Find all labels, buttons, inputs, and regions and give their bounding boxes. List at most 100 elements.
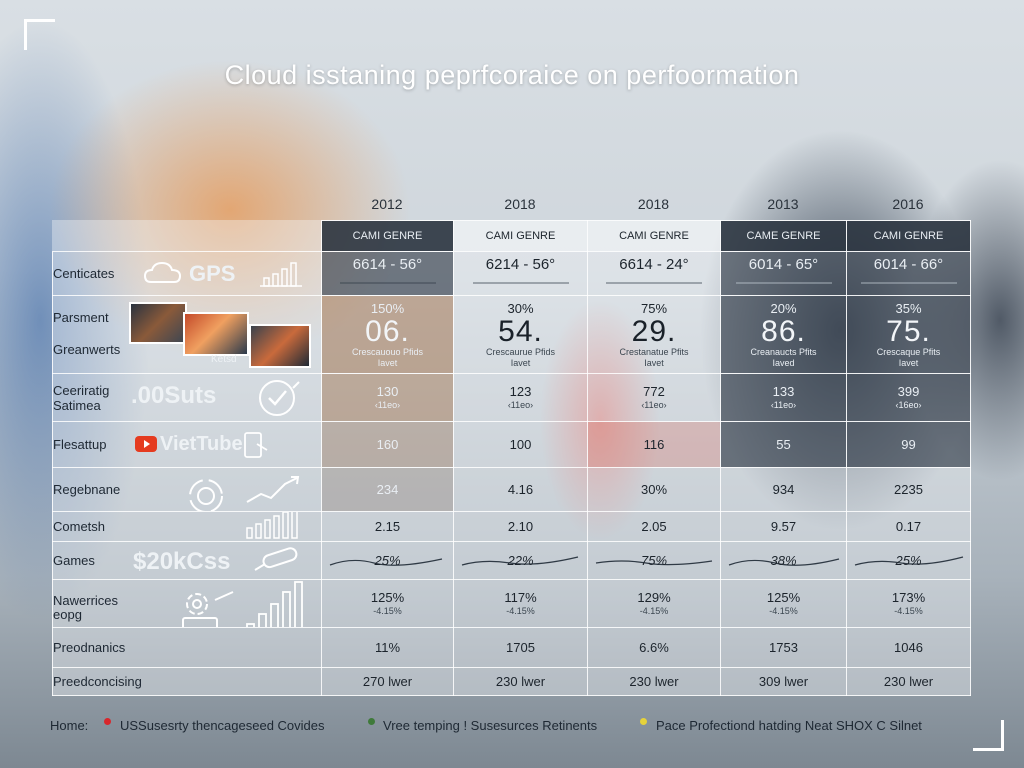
bar-chart-icon <box>246 512 298 539</box>
row-label-cell: Cometsh <box>52 511 322 542</box>
table-cell: 934 <box>720 467 847 512</box>
cell-top-value: 35% <box>895 300 922 316</box>
cell-value: 1046 <box>894 639 923 655</box>
table-cell: 130 ‹11eo› <box>321 373 454 422</box>
year-label: 2018 <box>504 196 536 212</box>
bar-chart-icon <box>260 262 302 287</box>
frame-corner-bottom-right <box>973 720 1004 751</box>
table-cell: 116 <box>587 421 721 468</box>
row-label-cell: Parsment Greanwerts Ketsd <box>52 295 322 374</box>
cell-value: 123 <box>509 384 532 399</box>
column-header: CAME GENRE <box>720 220 847 252</box>
row-label-cell: Preedconcising <box>52 667 322 696</box>
cell-value: 230 lwer <box>495 673 546 689</box>
game-thumbnail <box>183 312 249 356</box>
table-cell: 150% 06. Crescauouo Pfids Iavet <box>321 295 454 374</box>
cell-value: 2.10 <box>507 518 534 534</box>
row-label: Nawerrices <box>53 593 119 608</box>
cell-value: 75% <box>640 552 668 568</box>
table-cell: 22% <box>453 541 588 580</box>
row-label: Games <box>53 553 95 568</box>
game-thumbnail <box>249 324 311 368</box>
table-cell: 35% 75. Crescaque Pfits Iavet <box>846 295 971 374</box>
legend-title: Home: <box>50 718 89 733</box>
table-cell: 2.15 <box>321 511 454 542</box>
cell-caption: Iavet <box>510 357 531 368</box>
row-label-cell: Regebnane <box>52 467 322 512</box>
table-cell: 55 <box>720 421 847 468</box>
legend-item: Pace Profectiond hatding Neat SHOX C Sil… <box>656 718 922 733</box>
cell-caption: -4.15% <box>373 606 402 616</box>
bar-chart-icon <box>246 581 303 627</box>
cell-value: 6014 - 65° <box>748 255 819 273</box>
table-row: Parsment Greanwerts Ketsd 150% 06. Cresc… <box>52 295 971 374</box>
cell-caption: Iaved <box>772 357 795 368</box>
table-cell: 125% -4.15% <box>321 579 454 628</box>
header-spacer <box>52 220 322 252</box>
video-logo-text: VietTube <box>160 433 243 455</box>
cell-value: 25% <box>374 552 401 568</box>
cell-value: 125% <box>766 590 801 605</box>
frame-corner-top-left <box>24 19 55 50</box>
cell-caption: ‹11eo› <box>770 400 797 410</box>
cell-caption: Iavet <box>644 357 664 368</box>
cell-value: 934 <box>772 481 795 497</box>
year-label: 2013 <box>767 196 799 212</box>
sparkline <box>329 558 443 566</box>
table-cell: 234 <box>321 467 454 512</box>
cell-caption: ‹11eo› <box>641 400 667 410</box>
table-cell: 399 ‹16eo› <box>846 373 971 422</box>
table-row: Preodnanics 11% 1705 6.6% 1753 1046 <box>52 627 971 668</box>
row-label: Ceeriratig <box>53 383 110 398</box>
table-cell: 38% <box>720 541 847 580</box>
cell-value: 270 lwer <box>362 673 413 689</box>
column-header: CAMI GENRE <box>846 220 971 252</box>
cell-value: 6214 - 56° <box>485 255 556 273</box>
table-cell: 1046 <box>846 627 971 668</box>
sparkline <box>595 560 713 566</box>
cell-caption: ‹11eo› <box>374 400 401 410</box>
cell-value: 6614 - 56° <box>352 255 423 273</box>
suits-logo-text: .00Suts <box>131 382 217 409</box>
table-cell: 123 ‹11eo› <box>453 373 588 422</box>
column-header: CAMI GENRE <box>453 220 588 252</box>
cloud-icon <box>143 261 182 283</box>
cell-caption: Crescaurue Pfids <box>485 346 556 357</box>
cell-top-value: 150% <box>370 300 405 316</box>
table-cell: 2.05 <box>587 511 721 542</box>
table-cell: 2.10 <box>453 511 588 542</box>
table-cell: 9.57 <box>720 511 847 542</box>
legend-dot-icon <box>368 718 375 725</box>
row-label-cell: Preodnanics <box>52 627 322 668</box>
row-label: Preodnanics <box>53 640 126 655</box>
table-row: Preedconcising 270 lwer 230 lwer 230 lwe… <box>52 667 971 696</box>
table-cell: 11% <box>321 627 454 668</box>
table-cell: 4.16 <box>453 467 588 512</box>
thumbnail-caption: Ketsd <box>211 354 237 365</box>
row-label: Satimea <box>53 398 101 413</box>
table-cell: 30% 54. Crescaurue Pfids Iavet <box>453 295 588 374</box>
legend-item: Vree temping ! Susesurces Retinents <box>383 718 598 733</box>
cell-value: 2.05 <box>641 518 667 534</box>
cell-value: 117% <box>504 590 537 605</box>
cell-value: 9.57 <box>770 518 797 534</box>
row-label: Centicates <box>53 266 115 281</box>
table-cell: 6014 - 66° <box>846 251 971 296</box>
cell-value: 230 lwer <box>883 673 934 689</box>
cell-caption: -4.15% <box>894 606 923 616</box>
cell-value: 0.17 <box>895 518 922 534</box>
table-row: Games $20kCss 25% 22% 75% 38% 25% <box>52 541 971 580</box>
table-cell: 6614 - 56° <box>321 251 454 296</box>
table-cell: 309 lwer <box>720 667 847 696</box>
cell-value: 2235 <box>894 481 923 497</box>
row-label: Regebnane <box>53 482 121 497</box>
cell-value: 30% <box>640 481 668 497</box>
row-label: Parsment <box>53 310 109 325</box>
cell-value: 129% <box>637 590 671 605</box>
cell-big-value: 54. <box>498 314 543 348</box>
table-cell: 30% <box>587 467 721 512</box>
legend-item: USSusesrty thencageseed Covides <box>120 718 325 733</box>
legend-dot-icon <box>640 718 647 725</box>
cell-caption: Creanaucts Pfits <box>750 346 817 357</box>
table-cell: 0.17 <box>846 511 971 542</box>
